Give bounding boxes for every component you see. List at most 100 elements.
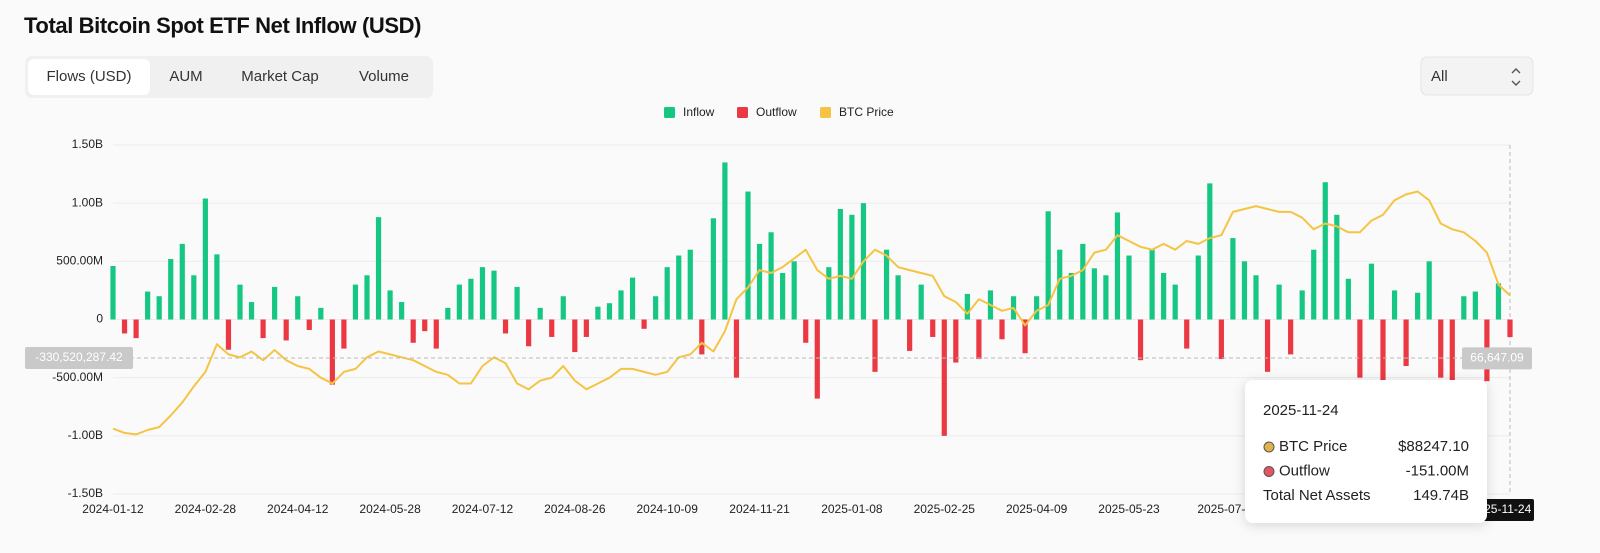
bar [1218,319,1224,360]
bar [1276,284,1282,320]
bar [410,319,416,343]
x-tick-label: 2024-05-28 [359,502,421,516]
bar [976,319,982,360]
bar [537,307,543,320]
crosshair-y-label: -330,520,287.42 [35,350,123,364]
range-select[interactable] [1420,56,1534,96]
bar [295,296,301,320]
bar [456,284,462,320]
tooltip-dot [1263,441,1275,453]
bar [468,278,474,320]
bar [110,265,116,320]
bar [664,267,670,320]
bar [1357,319,1363,378]
bar [329,319,335,385]
bar [179,243,185,320]
bar [1472,291,1478,320]
legend-swatch [664,107,675,118]
bar [583,319,589,337]
bar [999,319,1005,340]
bar [1449,319,1455,425]
bar [1057,249,1063,320]
bar [1403,319,1409,367]
bar [1080,243,1086,320]
bar [560,296,566,320]
bar [1495,283,1502,320]
bar [872,319,878,372]
bar [629,277,636,320]
crosshair-y-label-bg [25,346,133,369]
bar [1230,238,1236,320]
x-tick-label: 2024-02-28 [175,502,237,516]
crosshair-y2-label-bg [1462,347,1532,370]
bar [1137,319,1144,361]
bar [733,319,740,378]
bar [1207,183,1213,320]
bar [964,293,970,320]
bar [1114,212,1121,320]
bar [883,249,890,320]
tab[interactable]: Flows (USD) [47,68,132,85]
tooltip-value: 149.74B [1413,487,1469,504]
bar [514,286,520,320]
legend-label: BTC Price [839,105,894,119]
y-tick-label: 0 [96,312,103,326]
bar [1368,263,1375,320]
bar [768,232,774,320]
tooltip-label: Total Net Assets [1263,487,1371,504]
tooltip [1245,380,1487,523]
bar [1172,284,1178,320]
bar [1195,255,1201,320]
x-tick-label: 2024-10-09 [636,502,698,516]
bar [814,319,820,399]
x-tick-label: 2024-08-26 [544,502,606,516]
active-tab[interactable] [28,59,150,95]
bar [202,198,208,320]
bar [618,290,624,320]
bar [1022,319,1028,354]
bar [549,319,555,337]
bar [306,319,312,330]
plot: -1.50B -1.00B -500.00M 0 500.00M 1.00B 1.50B In… [52,105,1513,516]
bar [248,302,255,320]
bar [918,284,924,320]
bar [687,249,693,320]
y-tick-label: 500.00M [56,254,103,268]
bar [722,162,728,320]
x-tick-label: 2024-07-12 [452,502,514,516]
tab[interactable]: Market Cap [241,68,319,85]
bar [283,319,289,341]
bar [837,208,843,320]
bar [907,319,913,351]
bar [895,275,901,320]
legend-label: Outflow [756,105,797,119]
bar [1299,290,1305,320]
bar [1322,182,1328,320]
x-tick-label: 2025-04-09 [1006,502,1068,516]
y-tick-label: 1.00B [72,195,103,209]
y-tick-label: -500.00M [52,370,103,384]
bar [526,319,532,347]
bar [133,319,139,339]
crosshair-y2-label: 66,647.09 [1470,351,1524,365]
tab[interactable]: Volume [359,68,409,85]
bar [641,319,647,329]
bar [595,306,601,320]
bar [375,217,382,320]
bar [422,319,428,332]
bar [653,296,659,320]
bar [502,319,509,334]
legend-label: Inflow [683,105,715,119]
bar [145,291,151,320]
bar [272,286,278,320]
bar [953,319,959,363]
bar [791,261,797,320]
bar [1253,275,1259,320]
tooltip-value: $88247.10 [1398,438,1469,455]
range-select-value[interactable]: All [1431,68,1448,85]
bar [941,319,947,436]
tab[interactable]: AUM [169,68,202,85]
y-tick-label: 1.50B [72,137,103,151]
bar [479,267,486,320]
bar [121,319,128,334]
